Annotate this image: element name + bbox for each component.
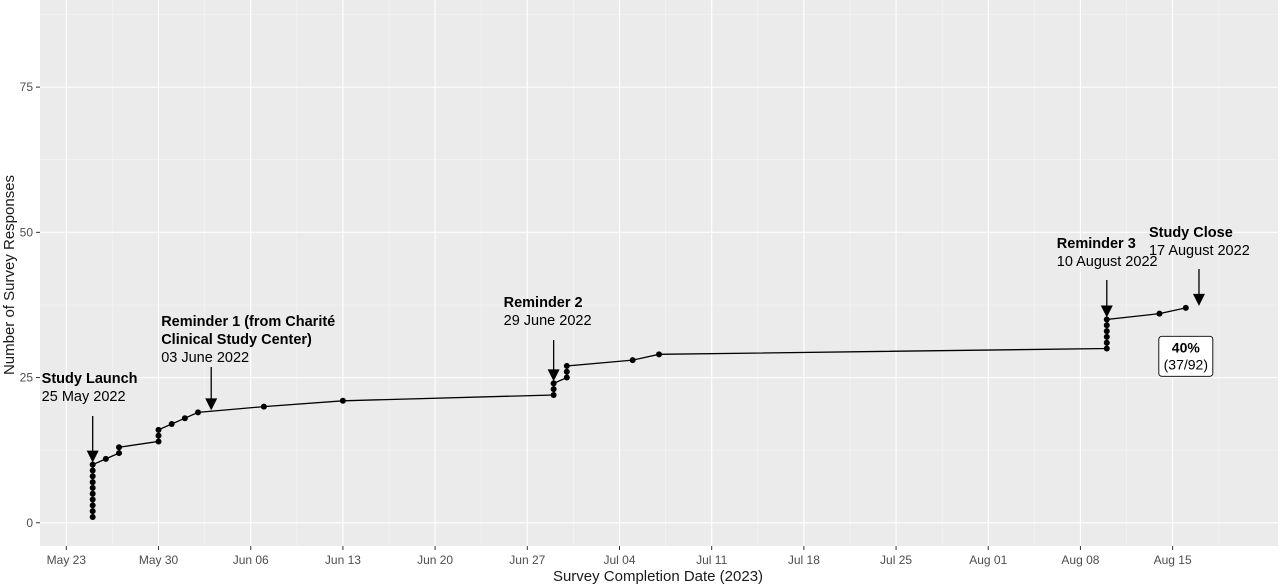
data-point	[116, 450, 123, 457]
data-point	[260, 403, 267, 410]
data-point	[1156, 310, 1163, 317]
data-point	[550, 386, 557, 393]
data-point	[1103, 345, 1110, 352]
data-point	[195, 409, 202, 416]
x-axis: May 23 May 30 Jun 06 Jun 13 Jun 20 Jun 27 Jul …	[47, 546, 1192, 567]
x-tick-label: Aug 01	[969, 553, 1007, 567]
response-rate-percent: 40%	[1172, 339, 1201, 355]
data-point	[550, 391, 557, 398]
data-point	[89, 484, 96, 491]
data-point	[1182, 304, 1189, 311]
x-tick-label: Jun 20	[417, 553, 453, 567]
panel-background	[40, 0, 1278, 546]
annotation-date: 17 August 2022	[1149, 243, 1250, 259]
x-tick-label: May 23	[47, 553, 87, 567]
x-tick-label: Jul 11	[696, 553, 727, 567]
data-point	[1103, 333, 1110, 340]
y-tick-label: 25	[20, 371, 34, 385]
data-point	[89, 467, 96, 474]
data-point	[89, 490, 96, 497]
response-rate-count: (37/92)	[1164, 356, 1208, 372]
x-tick-label: Aug 15	[1154, 553, 1192, 567]
annotation: Reminder 2 29 June 2022	[504, 295, 592, 382]
data-point	[155, 426, 162, 433]
data-point	[168, 421, 175, 428]
annotation-title: Study Launch	[42, 371, 138, 387]
x-tick-label: Aug 08	[1061, 553, 1099, 567]
y-axis-title: Number of Survey Responses	[1, 175, 18, 375]
data-point	[89, 502, 96, 509]
annotation: Reminder 1 (from Charité Clinical Study C…	[161, 314, 335, 411]
x-tick-label: May 30	[139, 553, 179, 567]
y-tick-label: 75	[20, 80, 34, 94]
data-point	[656, 351, 662, 358]
data-point	[563, 374, 570, 381]
data-point	[550, 380, 557, 387]
data-point	[155, 432, 162, 439]
data-point	[89, 461, 96, 468]
data-point	[89, 473, 96, 480]
data-point	[89, 513, 96, 520]
major-grid	[40, 0, 1278, 546]
y-axis: 0 25 50 75	[20, 80, 40, 530]
annotation: Reminder 3 10 August 2022	[1057, 236, 1158, 318]
annotation-date: 03 June 2022	[161, 350, 249, 366]
annotation-title: Reminder 3	[1057, 236, 1136, 252]
data-point	[89, 496, 96, 503]
response-rate-box: 40%(37/92)	[1158, 335, 1214, 377]
data-point	[89, 508, 96, 515]
data-point	[1103, 328, 1110, 335]
annotation-arrowhead	[547, 369, 560, 382]
x-tick-label: Jul 04	[603, 553, 635, 567]
y-tick-label: 50	[20, 225, 34, 239]
data-point	[1103, 316, 1110, 323]
y-tick-label: 0	[26, 516, 33, 530]
x-axis-title: Survey Completion Date (2023)	[553, 568, 763, 585]
x-tick-label: Jun 06	[233, 553, 269, 567]
annotation-date: 25 May 2022	[42, 389, 126, 405]
x-tick-label: Jun 27	[509, 553, 545, 567]
annotation-arrowhead	[86, 450, 99, 463]
event-annotations: Study Launch 25 May 2022 Reminder 1 (from …	[42, 225, 1250, 463]
x-tick-label: Jul 18	[788, 553, 820, 567]
data-point	[629, 357, 636, 364]
data-point	[563, 362, 570, 369]
data-point	[155, 438, 162, 445]
annotation: Study Launch 25 May 2022	[42, 371, 138, 463]
x-tick-label: Jul 25	[880, 553, 912, 567]
data-point	[89, 479, 96, 486]
response-rate-box-frame	[1158, 335, 1214, 377]
annotation-title: Study Close	[1149, 225, 1233, 241]
annotation-title: Reminder 2	[504, 295, 583, 311]
data-point	[563, 368, 570, 375]
cumulative-responses-series	[89, 304, 1189, 520]
data-point	[1103, 339, 1110, 346]
data-point	[181, 415, 188, 422]
x-tick-label: Jun 13	[325, 553, 361, 567]
annotation-arrowhead	[1100, 305, 1113, 318]
data-point	[116, 444, 123, 451]
minor-grid	[40, 0, 1278, 546]
data-point	[1103, 322, 1110, 329]
annotation-title: Clinical Study Center)	[161, 332, 312, 348]
data-point	[102, 455, 109, 462]
annotation-date: 10 August 2022	[1057, 254, 1158, 270]
annotation: Study Close 17 August 2022	[1149, 225, 1250, 306]
annotation-arrowhead	[205, 398, 218, 411]
annotation-date: 29 June 2022	[504, 313, 592, 329]
annotation-title: Reminder 1 (from Charité	[161, 314, 335, 330]
data-point	[339, 397, 346, 404]
annotation-arrowhead	[1192, 293, 1205, 306]
